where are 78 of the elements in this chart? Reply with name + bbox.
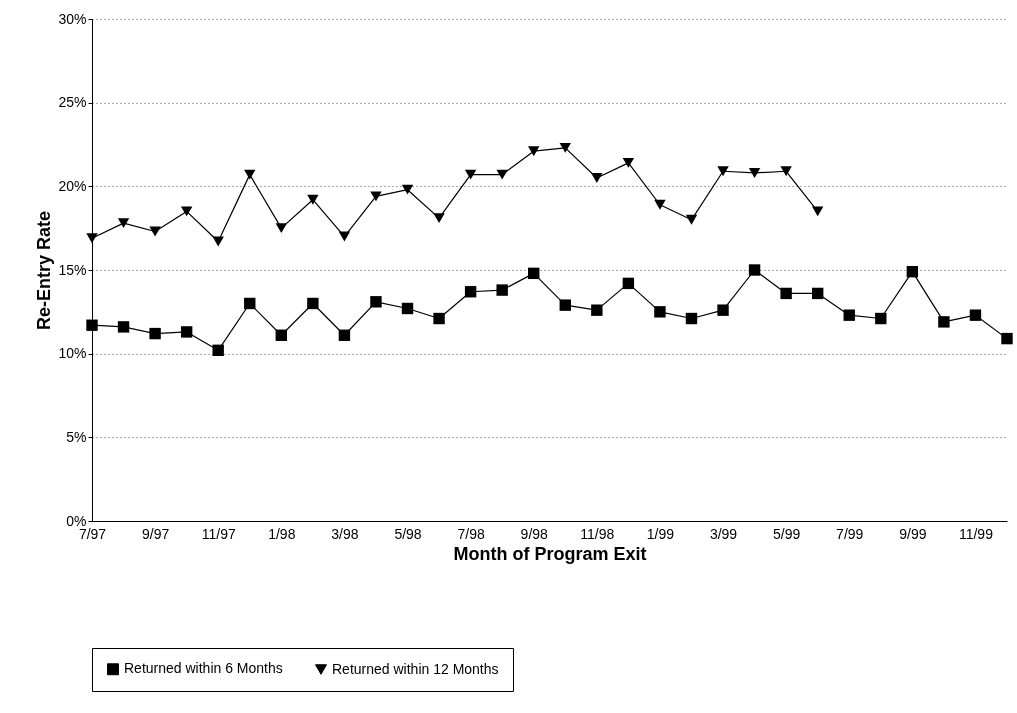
legend-label: Returned within 6 Months <box>124 660 283 677</box>
point <box>212 344 224 357</box>
point <box>528 146 540 157</box>
point <box>275 329 288 341</box>
point <box>212 236 224 247</box>
point <box>591 173 603 183</box>
point <box>149 226 161 237</box>
point <box>464 169 477 180</box>
point <box>370 296 382 308</box>
x-tick-label: 7/99 <box>836 525 864 542</box>
legend-label: Returned within 12 Months <box>332 660 499 677</box>
x-tick-label: 9/97 <box>141 525 170 542</box>
y-tick-label: 25% <box>58 94 87 111</box>
x-tick-label: 3/98 <box>331 525 359 542</box>
point <box>622 277 635 290</box>
point <box>780 166 792 177</box>
point <box>244 169 256 180</box>
y-tick-label: 10% <box>58 345 87 362</box>
point <box>86 233 98 244</box>
x-tick-label: 11/99 <box>958 525 994 542</box>
point <box>244 297 256 310</box>
point <box>433 213 445 224</box>
y-tick-label: 30% <box>58 10 87 27</box>
point <box>275 223 288 234</box>
y-axis-title: Re-Entry Rate <box>34 210 55 331</box>
x-axis-title: Month of Program Exit <box>453 543 647 564</box>
x-tick-label: 5/98 <box>394 525 422 542</box>
point <box>717 166 729 177</box>
x-tick-label: 1/98 <box>268 525 296 542</box>
point <box>464 286 477 298</box>
point <box>117 218 130 229</box>
point <box>654 199 666 210</box>
point <box>748 264 761 276</box>
x-tick-label: 7/98 <box>457 525 485 542</box>
x-tick-label: 3/99 <box>709 525 738 542</box>
point <box>496 284 508 296</box>
point <box>843 309 855 321</box>
point <box>875 312 887 325</box>
x-tick-label: 11/98 <box>580 525 615 542</box>
y-tick-label: 5% <box>66 428 87 445</box>
point <box>969 309 982 321</box>
point <box>717 304 729 316</box>
point <box>180 206 193 217</box>
point <box>528 267 540 280</box>
point <box>591 304 603 316</box>
x-tick-label: 1/99 <box>646 525 675 542</box>
x-tick-label: 9/98 <box>520 525 549 542</box>
point <box>496 169 508 180</box>
point <box>433 312 445 325</box>
point <box>117 321 130 333</box>
point <box>401 184 414 195</box>
point <box>307 194 319 205</box>
point <box>654 306 666 318</box>
point <box>685 214 698 225</box>
point <box>338 231 351 242</box>
point <box>748 168 761 178</box>
x-tick-label: 11/97 <box>201 525 236 542</box>
y-tick-label: 20% <box>58 177 87 194</box>
point <box>622 157 635 168</box>
x-tick-label: 5/99 <box>773 525 801 542</box>
point <box>780 287 792 300</box>
point <box>938 316 950 328</box>
point <box>401 302 414 315</box>
point <box>1001 332 1013 345</box>
point <box>307 297 319 310</box>
point <box>180 326 193 338</box>
point <box>86 319 98 331</box>
point <box>559 142 571 153</box>
point <box>149 327 161 340</box>
x-tick-label: 9/99 <box>899 525 927 542</box>
point <box>338 329 351 341</box>
point <box>685 312 698 325</box>
point <box>811 287 824 300</box>
y-tick-label: 15% <box>58 261 87 278</box>
point <box>811 206 824 217</box>
point <box>370 191 382 202</box>
point <box>906 265 919 278</box>
point <box>559 299 571 311</box>
